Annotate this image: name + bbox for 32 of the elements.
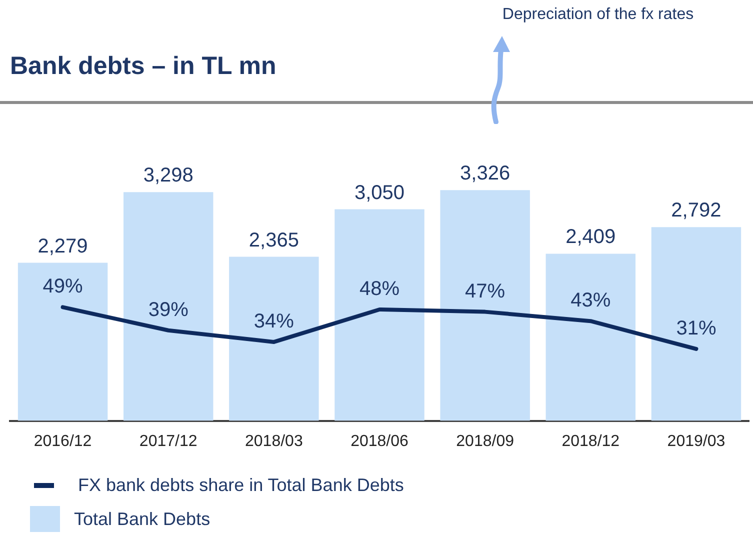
- bar: [18, 262, 108, 421]
- bar: [440, 190, 530, 421]
- data-label: 2,792: [671, 200, 722, 222]
- text: Depreciation of the fx rates: [502, 6, 694, 24]
- data-label: 43%: [570, 290, 611, 312]
- data-label: 3,326: [460, 162, 510, 185]
- x-tick-label: 2016/12: [34, 432, 92, 450]
- x-tick-label: 2018/06: [350, 432, 409, 450]
- bar: [546, 254, 636, 421]
- data-label: 31%: [676, 317, 716, 340]
- data-label: 39%: [148, 298, 189, 321]
- x-tick-label: 2018/03: [245, 432, 303, 450]
- data-label: 2,409: [566, 226, 616, 248]
- x-tick-label: 2019/03: [667, 432, 726, 450]
- data-label: 3,050: [354, 182, 405, 204]
- data-label: 47%: [465, 280, 506, 302]
- chart-title: Bank debts – in TL mn: [10, 52, 276, 81]
- data-label: 2,365: [248, 229, 299, 252]
- data-label: 34%: [254, 310, 294, 332]
- bar: [123, 192, 214, 421]
- data-label: 48%: [359, 278, 400, 300]
- data-label: 2,279: [38, 235, 88, 258]
- data-label: 3,298: [143, 164, 194, 187]
- x-tick-label: 2018/09: [456, 432, 514, 450]
- bar: [651, 227, 742, 421]
- x-tick-label: 2017/12: [139, 432, 198, 450]
- bar: [334, 209, 424, 421]
- data-label: 49%: [42, 276, 84, 298]
- x-tick-label: 2018/12: [562, 432, 620, 450]
- legend-label: Total Bank Debts: [74, 508, 210, 530]
- bar: [229, 256, 319, 421]
- legend-label: FX bank debts share in Total Bank Debts: [78, 474, 404, 496]
